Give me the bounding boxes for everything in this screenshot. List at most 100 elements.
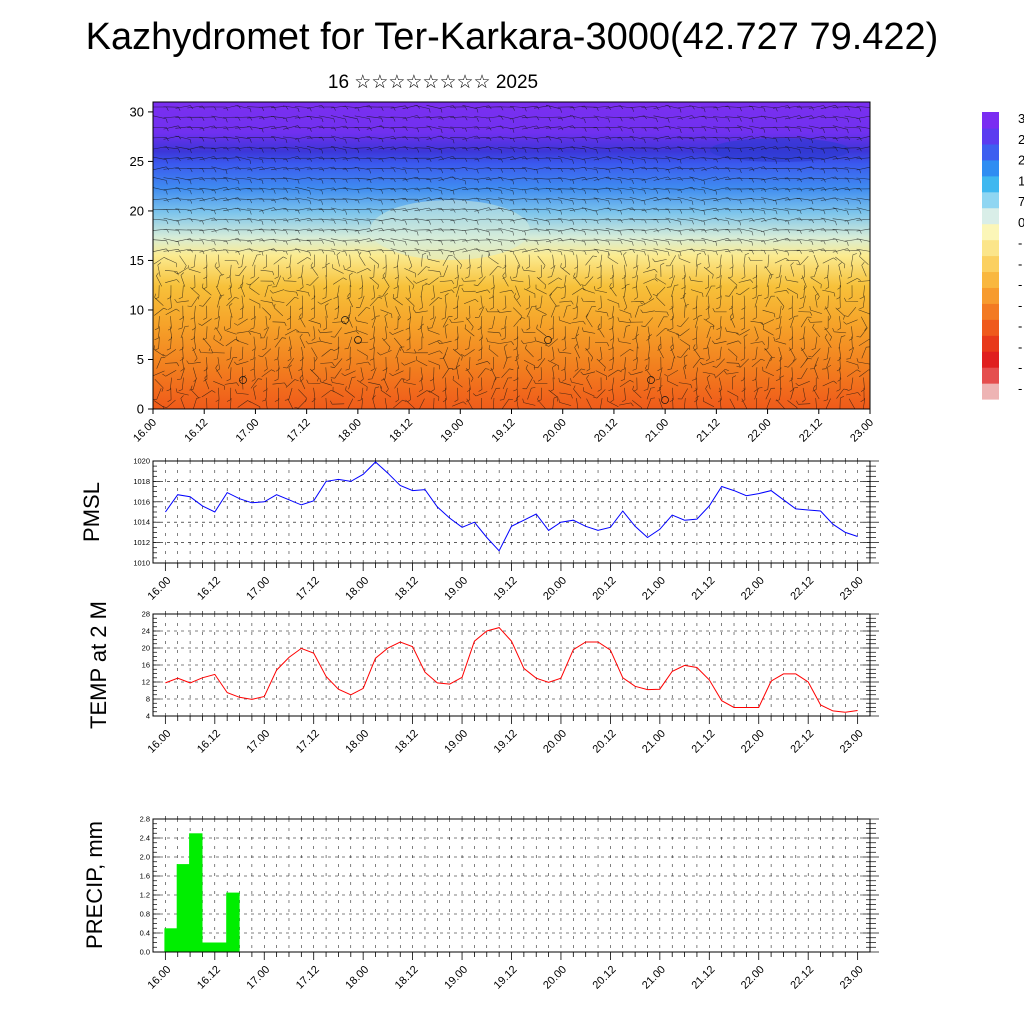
heatmap-x-tick-label: 18.12	[387, 417, 415, 445]
y-tick-label: 0.0	[140, 948, 150, 957]
x-tick-label: 21.12	[689, 728, 717, 756]
heatmap-x-tick-label: 17.00	[234, 417, 262, 445]
temp-grid	[153, 614, 870, 716]
colorbar-segment	[982, 191, 999, 209]
x-tick-label: 23.00	[838, 575, 866, 603]
y-tick-label: 1010	[133, 559, 150, 568]
x-tick-label: 19.00	[442, 964, 470, 992]
colorbar-label: -	[1018, 360, 1022, 375]
x-tick-label: 18.12	[393, 964, 421, 992]
x-tick-label: 18.12	[393, 575, 421, 603]
x-tick-label: 22.00	[739, 964, 767, 992]
temp-panel: 4 8 12 16 20 24 28 16.00 16.12 17.00 17.12 18.00 18.…	[86, 601, 879, 756]
colorbar-segment	[982, 223, 999, 241]
y-tick-label: 2.4	[140, 834, 150, 843]
heatmap-y-tick-label: 10	[130, 302, 144, 317]
heatmap-x-tick-label: 16.00	[131, 417, 159, 445]
colorbar-segment	[982, 351, 999, 368]
colorbar-segment	[982, 367, 999, 384]
colorbar-segment	[982, 207, 999, 225]
heatmap-x-tick-label: 17.12	[285, 417, 313, 445]
colorbar-segment	[982, 271, 999, 288]
x-tick-label: 17.00	[244, 964, 272, 992]
y-tick-label: 0.4	[140, 929, 150, 938]
y-tick-label: 4	[146, 712, 150, 721]
y-tick-label: 1014	[133, 518, 150, 527]
heatmap-x-tick-label: 22.12	[797, 417, 825, 445]
y-tick-label: 28	[142, 610, 150, 619]
x-tick-label: 21.12	[689, 964, 717, 992]
y-tick-label: 2.0	[140, 853, 150, 862]
heatmap-x-tick-label: 20.12	[592, 417, 620, 445]
pmsl-panel: 1010 1012 1014 1016 1018 1020 16.00 16.12 17.00 1…	[79, 457, 879, 603]
precip-panel: 0.0 0.4 0.8 1.2 1.6 2.0 2.4 2.8 16.00 16.12 17.00 1…	[82, 815, 879, 992]
precip-bar	[164, 928, 178, 953]
heatmap-x-tick-label: 21.12	[695, 417, 723, 445]
heatmap-y-tick-label: 30	[130, 104, 144, 119]
x-tick-label: 20.12	[591, 964, 619, 992]
pmsl-series-line	[164, 461, 858, 552]
colorbar-label: -	[1018, 298, 1022, 313]
x-tick-label: 20.12	[591, 575, 619, 603]
x-tick-label: 17.12	[294, 728, 322, 756]
colorbar-segment	[982, 175, 999, 193]
page-subtitle: 16 ☆☆☆☆☆☆☆☆ 2025	[327, 72, 539, 93]
heatmap-x-tick-label: 19.00	[438, 417, 466, 445]
colorbar-label: 2	[1018, 132, 1024, 147]
precip-bar	[201, 942, 215, 952]
colorbar-label: 2	[1018, 153, 1024, 168]
precip-bar	[213, 942, 228, 952]
y-tick-label: 2.8	[140, 815, 150, 824]
heatmap-x-axis: 16.00 16.12 17.00 17.12 18.00 18.12 19.00 19.12…	[131, 409, 876, 445]
x-tick-label: 18.12	[393, 728, 421, 756]
y-tick-label: 12	[142, 678, 150, 687]
colorbar-label: 1	[1018, 173, 1024, 188]
x-tick-label: 16.00	[146, 728, 174, 756]
colorbar-segment	[982, 335, 999, 352]
x-tick-label: 16.12	[195, 575, 223, 603]
x-tick-label: 21.00	[640, 964, 668, 992]
x-tick-label: 17.00	[244, 728, 272, 756]
y-tick-label: 20	[142, 644, 150, 653]
x-tick-label: 18.00	[343, 964, 371, 992]
temp-ylabel: TEMP at 2 M	[86, 601, 111, 729]
x-tick-label: 18.00	[343, 575, 371, 603]
y-tick-label: 1012	[133, 538, 150, 547]
calm-circle	[239, 376, 247, 384]
colorbar-label: -	[1018, 339, 1022, 354]
x-tick-label: 22.12	[788, 728, 816, 756]
y-tick-label: 1.2	[140, 891, 150, 900]
x-tick-label: 19.12	[492, 728, 520, 756]
precip-grid	[153, 819, 870, 952]
heatmap-x-tick-label: 21.00	[643, 417, 671, 445]
colorbar-segment	[982, 303, 999, 320]
precip-bar	[176, 864, 191, 952]
heatmap-x-tick-label: 22.00	[746, 417, 774, 445]
x-tick-label: 19.12	[492, 575, 520, 603]
colorbar-label: -	[1018, 319, 1022, 334]
y-tick-label: 0.8	[140, 910, 150, 919]
heatmap-x-tick-label: 16.12	[182, 417, 210, 445]
pmsl-grid	[153, 461, 870, 563]
calm-circle	[661, 396, 669, 404]
x-tick-label: 21.00	[640, 575, 668, 603]
y-tick-label: 1018	[133, 477, 150, 486]
heatmap-y-tick-label: 5	[137, 352, 144, 367]
x-tick-label: 16.12	[195, 728, 223, 756]
x-tick-label: 23.00	[838, 728, 866, 756]
heatmap-y-tick-label: 0	[137, 402, 144, 417]
colorbar-segment	[982, 112, 999, 129]
x-tick-label: 22.00	[739, 728, 767, 756]
heatmap-x-tick-label: 19.12	[490, 417, 518, 445]
colorbar-label: 3	[1018, 111, 1024, 126]
heatmap-y-axis: 0 5 10 15 20 25 30	[130, 104, 153, 417]
colorbar-segment	[982, 127, 999, 145]
heatmap-x-tick-label: 23.00	[848, 417, 876, 445]
y-tick-label: 1020	[133, 457, 150, 466]
colorbar-segment	[982, 143, 999, 161]
y-tick-label: 1016	[133, 497, 150, 506]
wind-barbs	[153, 104, 870, 409]
x-tick-label: 16.00	[146, 964, 174, 992]
colorbar: 3 2 2 1 7 0 - - - - - - - -	[982, 111, 1024, 400]
